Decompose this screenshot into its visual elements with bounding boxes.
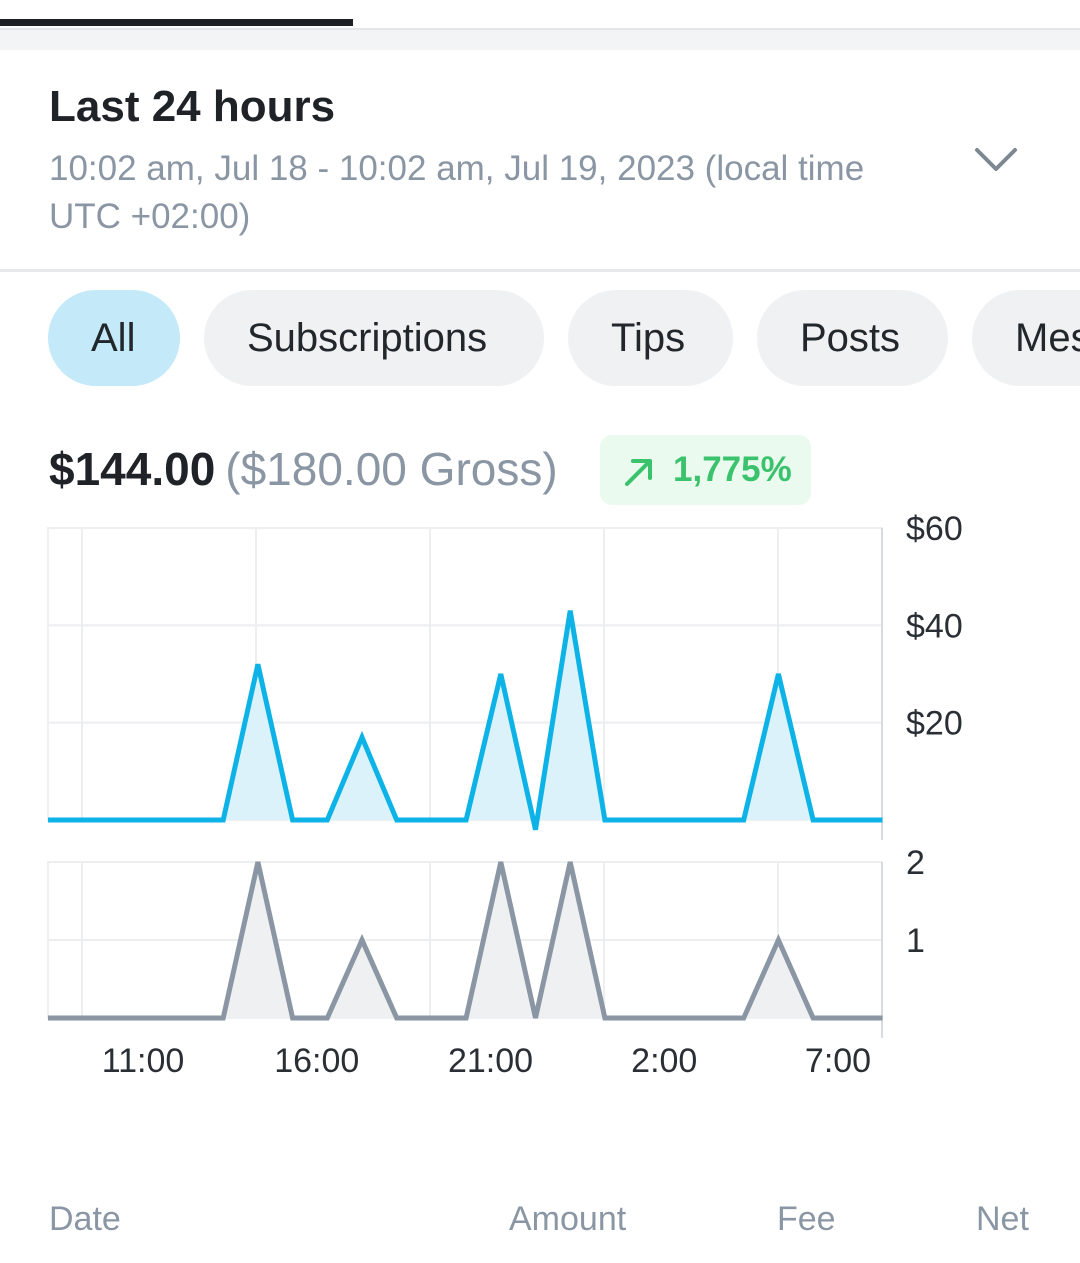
column-header-date: Date <box>49 1200 121 1238</box>
count-y-tick-0: 2 <box>906 844 925 882</box>
filter-chip-tips[interactable]: Tips <box>568 290 733 386</box>
amount-y-tick-1: $40 <box>906 607 963 645</box>
x-tick-1: 16:00 <box>274 1042 359 1080</box>
section-spacer <box>0 30 1080 50</box>
net-total: $144.00 <box>49 443 216 495</box>
arrow-up-right-icon <box>625 459 652 486</box>
x-tick-0: 11:00 <box>102 1042 185 1080</box>
top-tab-bar <box>0 0 1080 50</box>
x-tick-3: 2:00 <box>631 1042 697 1080</box>
chevron-down-icon[interactable] <box>968 138 1024 182</box>
filter-chip-posts[interactable]: Posts <box>757 290 948 386</box>
active-tab-indicator <box>0 19 353 26</box>
tab-bar-divider <box>0 28 1080 30</box>
filter-chip-subscriptions[interactable]: Subscriptions <box>204 290 544 386</box>
period-date-range: 10:02 am, Jul 18 - 10:02 am, Jul 19, 202… <box>49 149 865 236</box>
earnings-chart: $60 $40 $20 2 1 11:00 16:00 21:00 2:00 7:00 <box>47 510 963 1080</box>
filter-chip-all[interactable]: All <box>48 290 180 386</box>
filter-chip-messages[interactable]: Messages <box>972 290 1080 386</box>
column-header-net: Net <box>976 1200 1029 1238</box>
amount-y-tick-0: $60 <box>906 510 963 548</box>
x-tick-4: 7:00 <box>805 1042 871 1080</box>
column-header-fee: Fee <box>777 1200 836 1238</box>
amount-y-tick-2: $20 <box>906 705 963 743</box>
x-tick-2: 21:00 <box>448 1042 533 1080</box>
earnings-total: $144.00 ($180.00 Gross) <box>49 440 558 498</box>
change-percent: 1,775% <box>673 450 792 489</box>
count-y-tick-1: 1 <box>906 922 925 960</box>
column-header-amount: Amount <box>509 1200 627 1238</box>
gross-total: ($180.00 Gross) <box>225 443 558 495</box>
change-badge: 1,775% <box>600 435 811 505</box>
period-title: Last 24 hours <box>49 82 336 131</box>
count-area-fill <box>48 862 883 1018</box>
amount-area-fill <box>48 610 883 830</box>
period-divider <box>0 269 1080 272</box>
